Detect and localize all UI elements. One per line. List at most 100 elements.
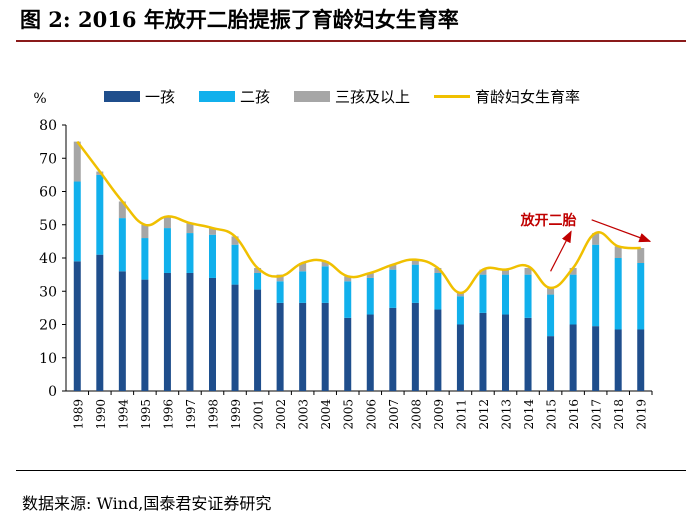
x-tick-label: 2004 [319, 399, 333, 430]
legend-swatch-third [294, 91, 331, 102]
x-tick-label: 2001 [252, 399, 266, 430]
y-tick-label: 10 [39, 351, 57, 367]
legend-item-first: 一孩 [104, 86, 175, 107]
x-tick-label: 2015 [545, 399, 559, 430]
y-tick-label: 0 [48, 384, 57, 400]
bar-segment-third [569, 267, 577, 275]
bar-segment-second [614, 258, 622, 330]
bar-segment-first [434, 309, 442, 391]
bar-segment-first [547, 336, 555, 391]
legend-label-third: 三孩及以上 [335, 88, 411, 106]
y-tick-label: 50 [39, 218, 57, 234]
x-tick-label: 2019 [635, 399, 649, 430]
bar-segment-first [411, 302, 419, 391]
legend-item-rate: 育龄妇女生育率 [434, 86, 580, 107]
bar-segment-third [209, 228, 216, 235]
bar-segment-third [186, 223, 194, 234]
legend-label-rate: 育龄妇女生育率 [475, 88, 581, 106]
x-tick-label: 1995 [139, 399, 153, 430]
legend-item-third: 三孩及以上 [294, 86, 410, 107]
y-axis-unit-label: % [33, 91, 46, 107]
stacked-bar-chart: % 0 10 20 30 40 50 60 70 80 1989 1990 1994 1995 1996 19… [33, 91, 653, 430]
bar-segment-first [456, 324, 464, 391]
y-tick-label: 70 [39, 151, 57, 167]
bar-segment-third [276, 274, 284, 282]
bar-segment-second [547, 294, 555, 337]
legend-swatch-first [104, 91, 140, 102]
bar-segment-third [614, 246, 622, 258]
bar-segment-second [456, 296, 464, 325]
y-tick-label: 60 [39, 185, 57, 201]
bar-segment-second [502, 274, 509, 315]
bar-segment-third [366, 272, 374, 278]
bar-segment-second [163, 228, 171, 273]
bar-segment-second [96, 174, 104, 255]
x-tick-label: 2016 [567, 399, 581, 430]
bar-segment-second [411, 264, 419, 303]
bar-segment-first [479, 312, 487, 391]
legend-label-first: 一孩 [145, 88, 176, 106]
bar-segment-third [231, 236, 239, 245]
annotation-arrow-up [550, 230, 572, 272]
bar-segment-first [254, 289, 262, 391]
bar-segment-third [321, 261, 329, 267]
bar-segment-first [209, 277, 216, 391]
bar-segment-first [163, 272, 171, 391]
x-tick-label: 2012 [477, 399, 491, 430]
bar-segment-first [231, 284, 239, 391]
bar-segment-second [321, 266, 329, 303]
bar-segment-third [547, 287, 555, 295]
bar-segment-third [502, 269, 509, 275]
x-tick-label: 2014 [522, 399, 536, 430]
bar-segment-first [299, 302, 307, 391]
bar-segment-second [637, 262, 645, 330]
x-tick-label: 1996 [161, 399, 175, 430]
x-tick-label: 2007 [387, 399, 401, 430]
x-tick-label: 1997 [184, 399, 198, 430]
x-tick-label: 2005 [342, 399, 356, 430]
bar-segment-first [321, 302, 329, 391]
source-note: 数据来源: Wind,国泰君安证券研究 [22, 494, 272, 513]
bar-segment-second [231, 244, 239, 285]
y-tick-label: 30 [39, 284, 57, 300]
x-tick-label: 1998 [207, 399, 221, 430]
legend-label-second: 二孩 [240, 88, 271, 106]
x-tick-label: 2009 [432, 399, 446, 430]
bar-segment-second [524, 274, 532, 318]
bar-segment-third [344, 276, 352, 282]
bar-segment-second [186, 233, 194, 273]
x-tick-label: 2006 [364, 399, 378, 430]
chart-title: 图 2: 2016 年放开二胎提振了育龄妇女生育率 [20, 7, 459, 32]
x-tick-label: 2011 [454, 399, 468, 430]
bar-segment-third [524, 267, 532, 275]
bar-segment-first [276, 302, 284, 391]
bar-segment-third [479, 269, 487, 275]
legend: 一孩 二孩 三孩及以上 育龄妇女生育率 [104, 86, 580, 107]
bar-segment-first [141, 279, 149, 391]
bar-segment-first [344, 317, 352, 391]
bar-segment-second [389, 269, 397, 308]
bar-segment-second [276, 281, 284, 303]
bar-segment-third [299, 262, 307, 272]
bar-segment-first [96, 254, 104, 391]
bar-segment-first [73, 261, 81, 391]
x-tick-label: 1994 [116, 399, 130, 430]
bar-segment-first [118, 271, 126, 391]
bar-segment-third [637, 248, 645, 263]
bar-segment-first [186, 272, 194, 391]
bar-segment-third [141, 224, 149, 239]
legend-swatch-second [199, 91, 236, 102]
annotation-arrow-right [591, 219, 652, 243]
bar-segment-third [163, 216, 171, 229]
bar-segment-second [141, 238, 149, 280]
x-tick-label: 2008 [409, 399, 423, 430]
x-tick-label: 1999 [229, 399, 243, 430]
x-tick-label: 2017 [590, 399, 604, 430]
bar-segment-second [592, 244, 600, 327]
bar-segment-third [118, 201, 126, 219]
bar-segment-first [524, 317, 532, 391]
bar-segment-second [299, 271, 307, 303]
bar-segment-second [209, 234, 216, 278]
title-divider [16, 40, 686, 42]
bar-segment-second [118, 218, 126, 272]
